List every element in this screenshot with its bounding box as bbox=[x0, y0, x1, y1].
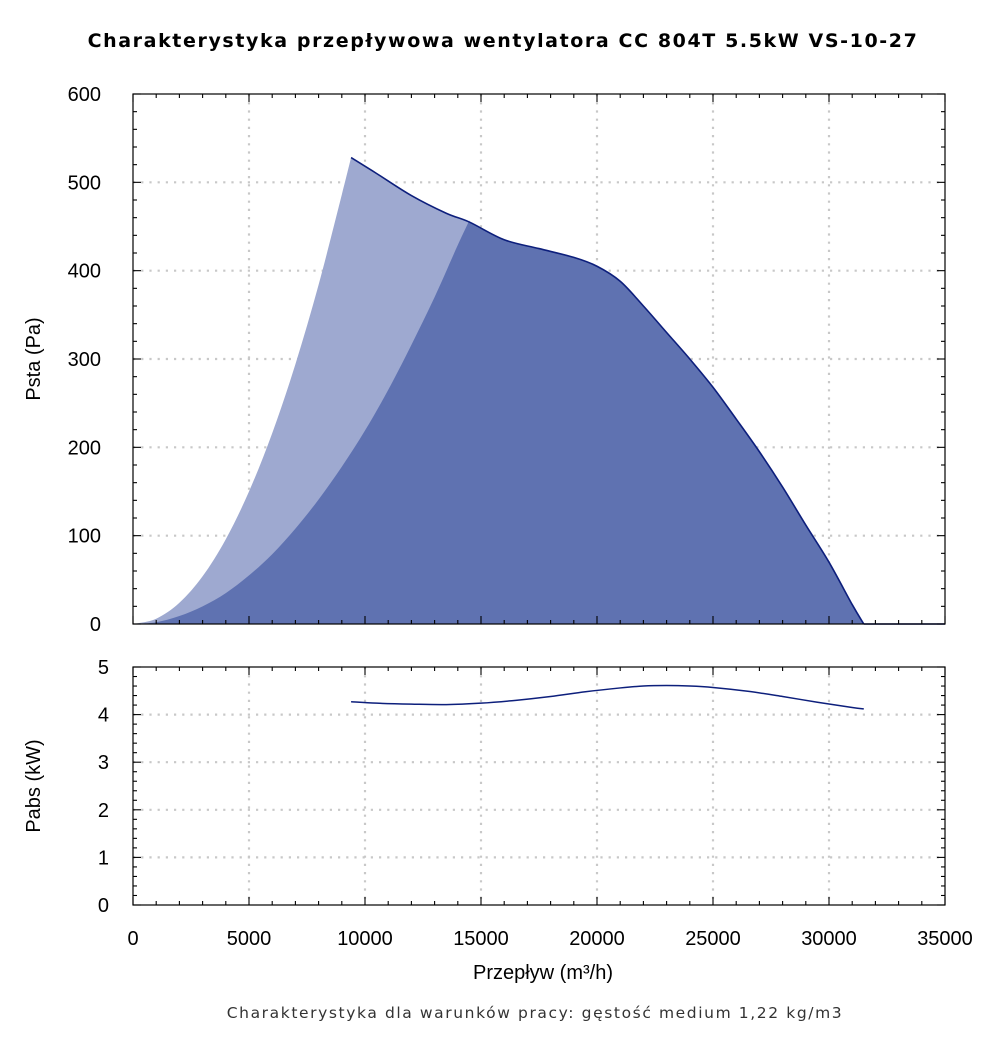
x-tick-label: 25000 bbox=[685, 928, 741, 950]
x-tick-label: 0 bbox=[127, 928, 138, 950]
power-y-tick-labels: 0 1 2 3 4 5 bbox=[98, 657, 109, 917]
x-tick-label: 10000 bbox=[337, 928, 393, 950]
power-frame bbox=[132, 666, 946, 906]
chart-title: Charakterystyka przepływowa wentylatora … bbox=[88, 30, 919, 52]
power-y-tick-label: 5 bbox=[98, 657, 109, 679]
power-y-tick-label: 2 bbox=[98, 800, 109, 822]
pressure-y-tick-label: 300 bbox=[68, 349, 101, 371]
pressure-y-tick-label: 400 bbox=[68, 261, 101, 283]
power-panel: 0 1 2 3 4 5 Pabs (kW) bbox=[23, 657, 946, 917]
x-tick-label: 5000 bbox=[227, 928, 272, 950]
pressure-ticks bbox=[132, 93, 946, 625]
power-curve-line bbox=[351, 684, 864, 710]
pressure-curve-line bbox=[350, 156, 865, 625]
pressure-panel: 0 100 200 300 400 500 600 Psta (Pa) bbox=[23, 84, 946, 636]
pressure-y-tick-label: 200 bbox=[68, 437, 101, 459]
power-y-tick-label: 1 bbox=[98, 847, 109, 869]
x-tick-labels: 0 5000 10000 15000 20000 25000 30000 35000 bbox=[127, 928, 972, 950]
power-y-axis-label: Pabs (kW) bbox=[23, 739, 45, 832]
power-grid bbox=[133, 667, 945, 905]
pressure-y-tick-label: 100 bbox=[68, 526, 101, 548]
x-tick-label: 30000 bbox=[801, 928, 857, 950]
pressure-y-tick-label: 500 bbox=[68, 172, 101, 194]
x-tick-label: 20000 bbox=[569, 928, 625, 950]
pressure-dark-area bbox=[133, 220, 864, 624]
pressure-y-axis-label: Psta (Pa) bbox=[23, 317, 45, 400]
pressure-y-tick-label: 0 bbox=[90, 614, 101, 636]
footnote: Charakterystyka dla warunków pracy: gęst… bbox=[227, 1004, 844, 1022]
power-ticks bbox=[132, 666, 946, 906]
pressure-y-tick-labels: 0 100 200 300 400 500 600 bbox=[68, 84, 101, 636]
x-axis-label: Przepływ (m³/h) bbox=[473, 962, 613, 984]
x-tick-label: 35000 bbox=[917, 928, 973, 950]
x-tick-label: 15000 bbox=[453, 928, 509, 950]
power-y-tick-label: 0 bbox=[98, 895, 109, 917]
power-y-tick-label: 4 bbox=[98, 705, 109, 727]
power-y-tick-label: 3 bbox=[98, 752, 109, 774]
pressure-y-tick-label: 600 bbox=[68, 84, 101, 106]
